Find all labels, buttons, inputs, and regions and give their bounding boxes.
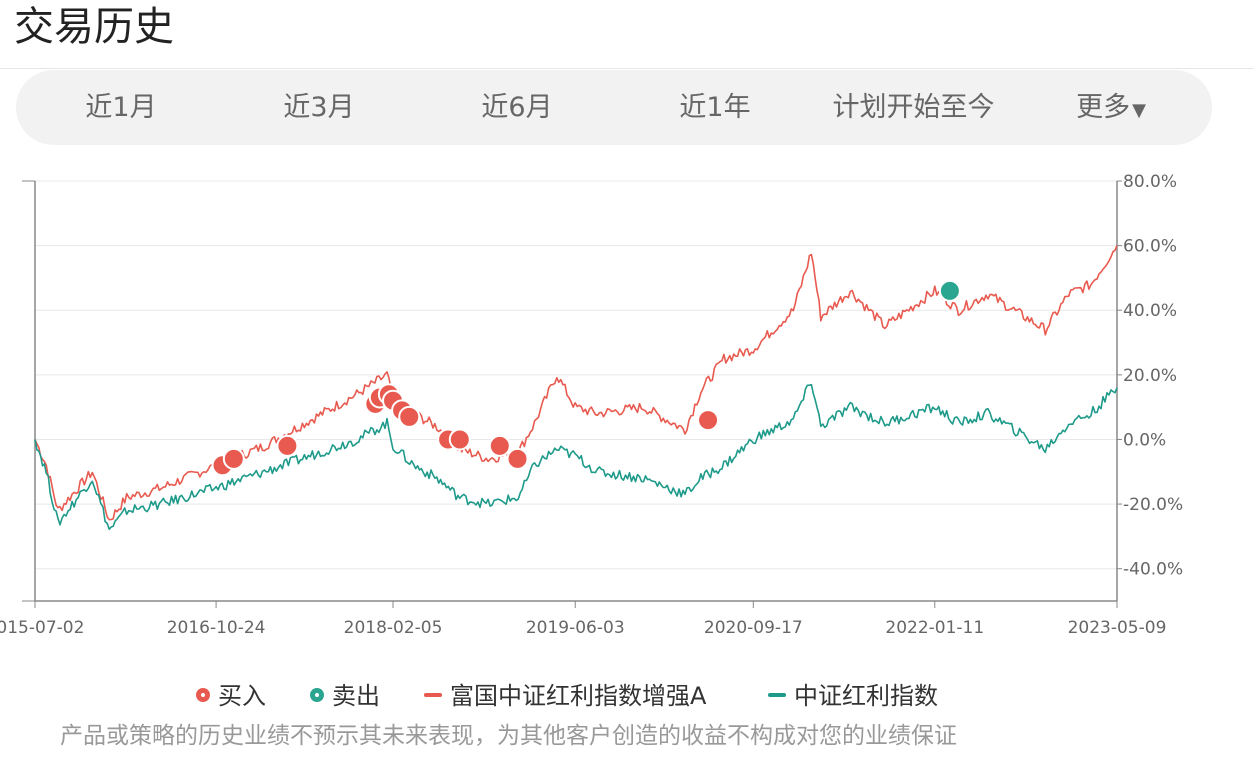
y-tick-label: 80.0% [1123, 172, 1177, 192]
index-series-line [34, 383, 1118, 531]
y-tick-label: 40.0% [1123, 301, 1177, 321]
buy-point [697, 409, 720, 432]
disclaimer: 产品或策略的历史业绩不预示其未来表现，为其他客户创造的收益不构成对您的业绩保证 [60, 723, 957, 749]
y-tick-label: 20.0% [1123, 366, 1177, 386]
chart-legend: 买入 卖出 富国中证红利指数增强A 中证红利指数 [0, 676, 1254, 716]
x-tick-label: 2019-06-03 [526, 618, 625, 638]
buy-point [398, 405, 421, 428]
x-tick-label: 2020-09-17 [704, 618, 803, 638]
legend-index-label: 中证红利指数 [794, 682, 938, 710]
x-tick-label: 2022-01-11 [885, 618, 984, 638]
y-tick-label: -40.0% [1123, 560, 1183, 580]
tab-6-months[interactable]: 近6月 [481, 92, 553, 123]
legend-fund-label: 富国中证红利指数增强A [450, 682, 707, 710]
legend-fund[interactable]: 富国中证红利指数增强A [424, 676, 706, 716]
buy-point [488, 434, 511, 457]
sell-point [938, 279, 961, 302]
performance-chart: 80.0% 60.0% 40.0% 20.0% 0.0% -20.0% -40.0% 2015… [0, 172, 1183, 638]
axes: 80.0% 60.0% 40.0% 20.0% 0.0% -20.0% -40.0% 2015… [0, 172, 1183, 638]
y-tick-label: 0.0% [1123, 430, 1166, 450]
divider [0, 68, 1254, 69]
x-tick-label: 2016-10-24 [167, 618, 266, 638]
x-tick-label: 2023-05-09 [1068, 618, 1167, 638]
index-line-icon [768, 693, 786, 697]
fund-line-icon [424, 693, 442, 697]
tab-1-month[interactable]: 近1月 [85, 92, 157, 123]
trade-points [211, 279, 961, 477]
y-tick-label: -20.0% [1123, 495, 1183, 515]
sell-dot-icon [310, 688, 324, 702]
tab-1-year[interactable]: 近1年 [679, 92, 751, 123]
buy-point [222, 447, 245, 470]
period-tab-bar: 近1月 近3月 近6月 近1年 计划开始至今 更多 ▼ [16, 70, 1212, 145]
tab-more[interactable]: 更多 ▼ [1056, 70, 1166, 145]
legend-sell[interactable]: 卖出 [310, 676, 380, 716]
buy-dot-icon [196, 688, 210, 702]
tab-more-label: 更多 [1076, 92, 1131, 123]
buy-point [506, 447, 529, 470]
x-tick-label: 2018-02-05 [344, 618, 443, 638]
legend-index[interactable]: 中证红利指数 [768, 676, 938, 716]
tab-since-plan-start[interactable]: 计划开始至今 [832, 92, 995, 123]
caret-down-icon: ▼ [1132, 100, 1146, 121]
legend-buy[interactable]: 买入 [196, 676, 266, 716]
x-tick-label: 2015-07-02 [0, 618, 84, 638]
grid-lines [35, 180, 1117, 570]
legend-buy-label: 买入 [218, 682, 266, 710]
page-title: 交易历史 [14, 4, 174, 50]
legend-sell-label: 卖出 [332, 682, 380, 710]
buy-point [448, 428, 471, 451]
y-tick-label: 60.0% [1123, 237, 1177, 257]
tab-3-months[interactable]: 近3月 [283, 92, 355, 123]
buy-point [276, 434, 299, 457]
